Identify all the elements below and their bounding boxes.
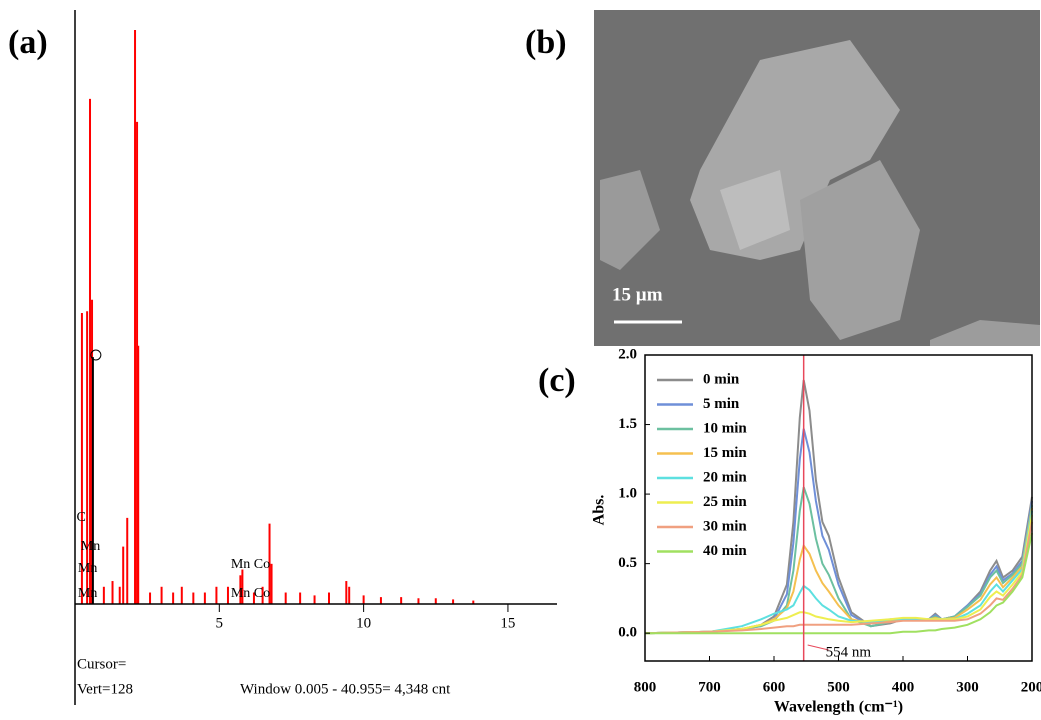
series-line [644, 521, 1033, 635]
x-tick-label: 700 [698, 679, 721, 695]
peak-label: Mn [78, 561, 97, 576]
legend-label: 30 min [703, 518, 747, 534]
annotation: Vert=128 [77, 681, 133, 697]
legend-label: 25 min [703, 494, 747, 510]
x-tick-label: 5 [216, 615, 224, 631]
legend-label: 15 min [703, 445, 747, 461]
x-tick-label: 800 [634, 679, 657, 695]
legend-label: 0 min [703, 371, 740, 387]
y-tick-label: 0.0 [618, 625, 637, 641]
peak-label: Mn [78, 586, 97, 601]
legend-label: 10 min [703, 420, 747, 436]
y-tick-label: 1.5 [618, 416, 637, 432]
x-tick-label: 500 [827, 679, 850, 695]
marker-circle [90, 349, 102, 361]
legend-label: 20 min [703, 469, 747, 485]
y-tick-label: 2.0 [618, 346, 637, 362]
x-tick-label: 15 [500, 615, 515, 631]
annotation: Cursor= [77, 656, 126, 672]
scale-bar-label: 15 µm [612, 284, 663, 305]
x-tick-label: 300 [956, 679, 979, 695]
legend-label: 40 min [703, 543, 747, 559]
x-tick-label: 10 [356, 615, 371, 631]
y-tick-label: 1.0 [618, 486, 637, 502]
arrow [807, 644, 829, 651]
peak-label: Mn [81, 539, 100, 554]
panel-label: (a) [8, 24, 48, 61]
x-tick-label: 200 [1021, 679, 1041, 695]
peak-label: C [76, 510, 85, 525]
sem-image [594, 10, 1040, 346]
y-axis-label: Abs. [591, 495, 608, 526]
x-tick-label: 600 [763, 679, 786, 695]
x-axis-label: Wavelength (cm⁻¹) [774, 699, 903, 716]
panel-label: (c) [538, 362, 576, 399]
peak-label: Mn Co [231, 586, 270, 601]
legend-label: 5 min [703, 396, 740, 412]
annotation: Window 0.005 - 40.955= 4,348 cnt [240, 681, 451, 697]
reference-label: 554 nm [826, 644, 872, 660]
peak-label: Mn Co [231, 557, 270, 572]
series-line [645, 532, 1033, 635]
y-tick-label: 0.5 [618, 555, 637, 571]
series-line [644, 510, 1033, 635]
x-tick-label: 400 [892, 679, 915, 695]
series-line [644, 514, 1033, 635]
panel-label: (b) [525, 24, 567, 61]
